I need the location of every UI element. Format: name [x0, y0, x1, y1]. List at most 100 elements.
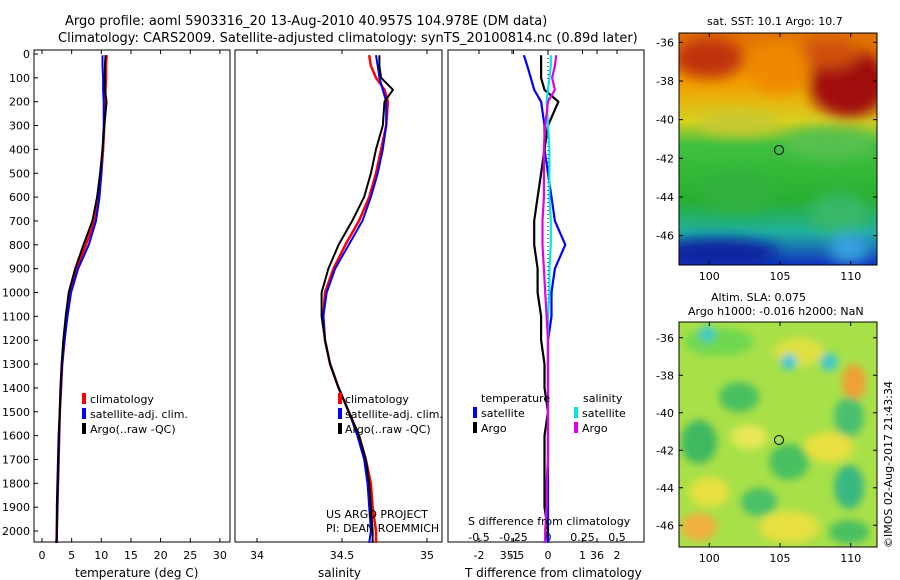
sdiff-label: S difference from climatology	[468, 515, 631, 528]
sla-map: Altim. SLA: 0.075 Argo h1000: -0.016 h20…	[656, 291, 878, 565]
depth-tick-label: 900	[9, 263, 30, 276]
sdiff-tick-label: -0.5	[468, 531, 489, 544]
temperature-panel: 0100200300400500600700800900100011001200…	[2, 48, 231, 580]
depth-tick-label: 300	[9, 120, 30, 133]
depth-tick-label: 400	[9, 143, 30, 156]
legend-swatch-satellite	[338, 408, 342, 419]
salinity-axes-frame	[234, 49, 443, 543]
x-tick-label: 2	[614, 549, 621, 562]
temperature-lines	[55, 55, 108, 543]
legend-label-argo: Argo(..raw -QC)	[345, 423, 431, 436]
legend-label-climatology: climatology	[345, 393, 409, 406]
lat-tick-label: -38	[656, 369, 674, 382]
salinity-x-axis: 34 34.5 35 35.5 36	[250, 50, 604, 562]
depth-tick-label: 100	[9, 72, 30, 85]
sst-title: sat. SST: 10.1 Argo: 10.7	[707, 15, 843, 28]
difference-lines	[522, 54, 567, 544]
depth-tick-label: 2000	[2, 525, 30, 538]
legend-swatch-argo	[338, 423, 342, 434]
lat-tick-label: -40	[656, 407, 674, 420]
lon-tick-label: 100	[699, 552, 720, 565]
lat-tick-label: -36	[656, 36, 674, 49]
lat-tick-label: -46	[656, 519, 674, 532]
salinity-xlabel: salinity	[318, 566, 361, 580]
legend-label-climatology: climatology	[90, 393, 154, 406]
sst-map: sat. SST: 10.1 Argo: 10.7 -36 -38 -40 -42 -4…	[656, 15, 878, 283]
depth-tick-label: 500	[9, 167, 30, 180]
depth-axis: 0 100 200 300 400 500 600 700 800 900 1000 1100 1200…	[2, 48, 38, 538]
lat-tick-label: -40	[656, 114, 674, 127]
series-line-climatology	[55, 55, 108, 543]
legend-swatch-t-argo	[473, 422, 477, 433]
depth-tick-label: 700	[9, 215, 30, 228]
series-line-satellite-adj-clim-	[322, 55, 388, 544]
x-tick-label: 20	[154, 549, 168, 562]
depth-tick-label: 1900	[2, 501, 30, 514]
depth-tick-label: 1800	[2, 477, 30, 490]
x-tick-label: -1	[508, 549, 519, 562]
lon-tick-label: 110	[840, 270, 861, 283]
x-tick-label: 10	[94, 549, 108, 562]
temperature-axes-frame	[33, 49, 231, 543]
temperature-xlabel: temperature (deg C)	[75, 566, 198, 580]
legend-label-t-argo: Argo	[481, 422, 507, 435]
x-tick-label: -2	[474, 549, 485, 562]
sla-heatmap	[679, 322, 877, 547]
legend-swatch-t-satellite	[473, 407, 477, 418]
credit-stamp: ©IMOS 02-Aug-2017 21:43:34	[882, 381, 895, 548]
sla-map-axes: -36 -38 -40 -42 -44 -46 100 105 110	[656, 322, 877, 565]
legend-swatch-satellite	[82, 408, 86, 419]
lat-tick-label: -42	[656, 444, 674, 457]
series-line-climatology	[322, 55, 390, 543]
legend-swatch-s-satellite	[574, 407, 578, 418]
x-tick-label: 35.5	[500, 549, 525, 562]
x-tick-label: 15	[124, 549, 138, 562]
series-line-argo-raw-qc-	[55, 55, 108, 543]
depth-tick-label: 1200	[2, 334, 30, 347]
legend-label-satellite: satellite-adj. clim.	[90, 408, 188, 421]
depth-tick-label: 1100	[2, 310, 30, 323]
lon-tick-label: 105	[770, 552, 791, 565]
depth-tick-label: 600	[9, 191, 30, 204]
project-pi: PI: DEAN ROEMMICH	[326, 522, 439, 535]
legend-label-argo: Argo(..raw -QC)	[90, 423, 176, 436]
salinity-lines	[320, 55, 394, 544]
x-tick-label: 1	[579, 549, 586, 562]
x-tick-label: 0	[39, 549, 46, 562]
x-tick-label: 0	[545, 549, 552, 562]
x-tick-label: 25	[183, 549, 197, 562]
depth-tick-label: 1300	[2, 358, 30, 371]
legend-label-t-satellite: satellite	[481, 407, 525, 420]
temperature-x-axis: 0 5 10 15 20 25 30	[39, 50, 227, 562]
lon-tick-label: 105	[770, 270, 791, 283]
lat-tick-label: -36	[656, 332, 674, 345]
lat-tick-label: -42	[656, 152, 674, 165]
legend-temperature-head: temperature	[481, 392, 550, 405]
difference-xlabel: T difference from climatology	[464, 566, 642, 580]
x-tick-label: 34.5	[330, 549, 355, 562]
depth-tick-label: 1700	[2, 453, 30, 466]
lon-tick-label: 100	[699, 270, 720, 283]
project-name: US ARGO PROJECT	[326, 508, 428, 521]
lon-tick-label: 110	[840, 552, 861, 565]
header-title: Argo profile: aoml 5903316_20 13-Aug-201…	[65, 14, 547, 29]
legend-swatch-climatology	[82, 393, 86, 404]
x-tick-label: 5	[68, 549, 75, 562]
depth-tick-label: 1600	[2, 430, 30, 443]
difference-panel: -2 -1 0 1 2-0.5 -0.25 0 0.25 0.5 S difference fr…	[447, 49, 645, 580]
series-line-temperature-argo	[533, 55, 560, 544]
difference-legend: temperature salinity satellite Argo sate…	[473, 392, 626, 435]
legend-label-satellite: satellite-adj. clim.	[345, 408, 443, 421]
depth-tick-label: 1500	[2, 406, 30, 419]
legend-label-s-argo: Argo	[582, 422, 608, 435]
salinity-legend: climatology satellite-adj. clim. Argo(..…	[338, 393, 443, 436]
series-line-argo-raw-qc-	[320, 55, 394, 543]
sdiff-tick-label: 0.25	[570, 531, 595, 544]
x-tick-label: 30	[213, 549, 227, 562]
header-subtitle: Climatology: CARS2009. Satellite-adjuste…	[58, 31, 638, 46]
sst-heatmap	[679, 33, 877, 265]
x-tick-label: 34	[250, 549, 264, 562]
series-line-salinity-argo	[541, 55, 558, 543]
sst-map-axes: -36 -38 -40 -42 -44 -46 100 105 110	[656, 33, 877, 283]
